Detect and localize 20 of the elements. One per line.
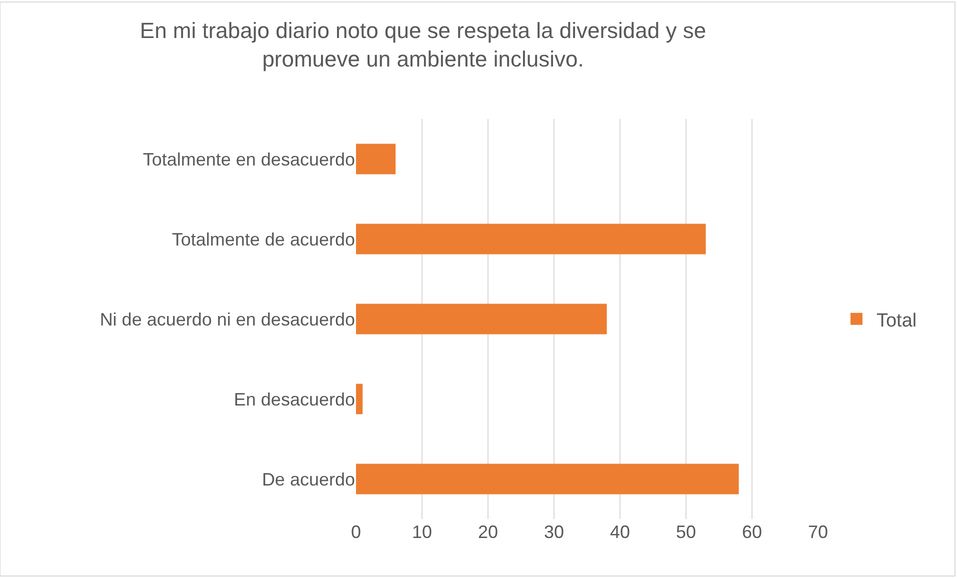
bar [356, 144, 396, 174]
y-tick-label: En desacuerdo [234, 389, 355, 410]
bar [356, 224, 706, 254]
bar [356, 304, 607, 334]
x-tick-label: 60 [742, 522, 762, 542]
chart-title: En mi trabajo diario noto que se respeta la diversidad y se promueve un ambiente inclusivo. [140, 18, 706, 72]
x-tick-label: 20 [478, 522, 498, 542]
legend-label: Total [876, 310, 917, 332]
y-tick-label: Totalmente de acuerdo [172, 229, 355, 250]
x-tick-label: 50 [676, 522, 696, 542]
x-tick-label: 40 [610, 522, 630, 542]
x-tick-label: 70 [808, 522, 828, 542]
x-tick-label: 30 [544, 522, 564, 542]
x-tick-label: 10 [412, 522, 432, 542]
y-tick-label: Ni de acuerdo ni en desacuerdo [100, 309, 355, 330]
x-tick-label: 0 [350, 522, 362, 542]
y-tick-label: De acuerdo [262, 469, 355, 490]
y-tick-label: Totalmente en desacuerdo [142, 149, 355, 170]
bar [356, 464, 739, 494]
bar [356, 384, 363, 414]
